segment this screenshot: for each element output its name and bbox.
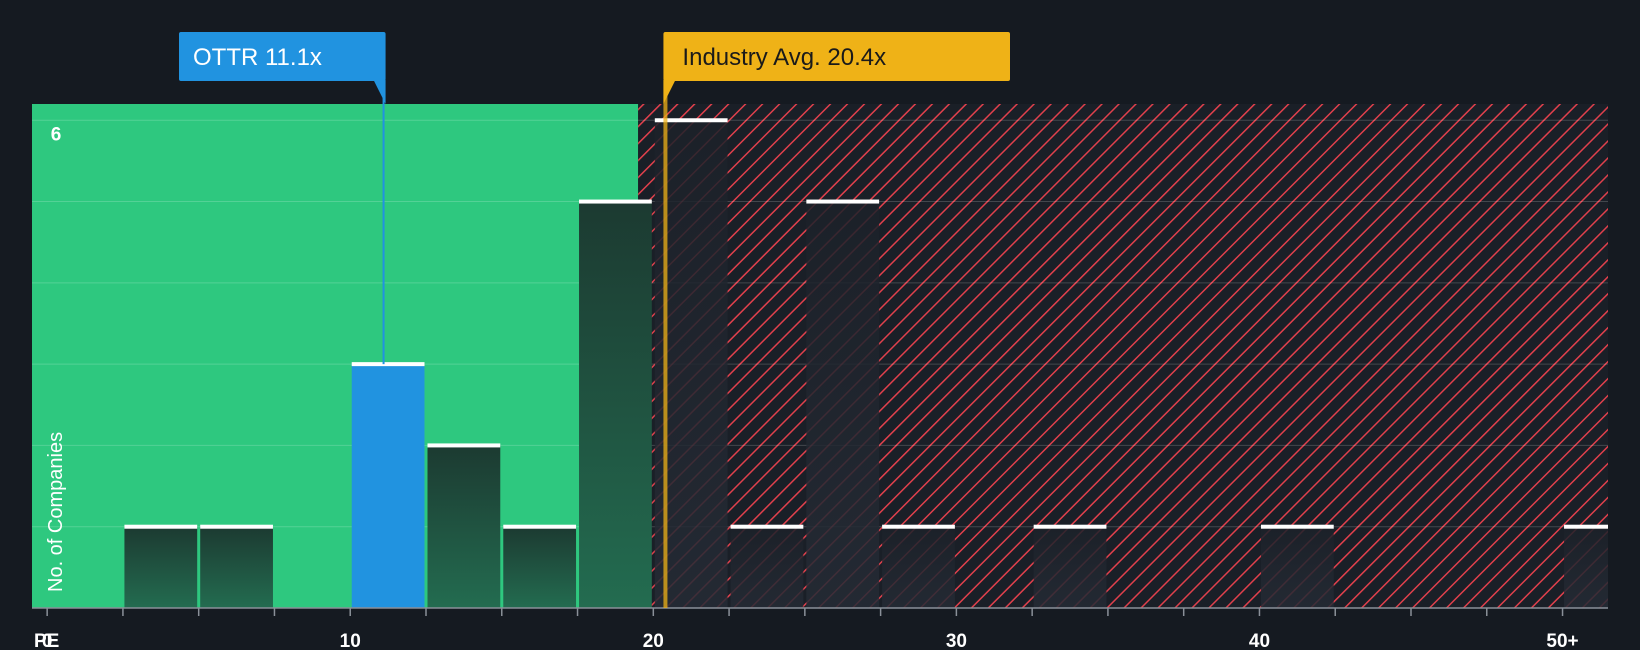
bar-cap [503, 524, 577, 529]
overvalued-zone [638, 104, 1608, 608]
histogram-bar [1033, 526, 1107, 608]
histogram-bar [806, 201, 880, 608]
undervalued-zone [32, 104, 639, 608]
bar-cap [427, 443, 501, 448]
x-tick-label: 0 [42, 631, 53, 650]
histogram-bar [124, 526, 198, 608]
company-callout-pointer [373, 80, 386, 104]
bar-cap [1033, 524, 1107, 529]
company-callout-label: OTTR 11.1x [193, 44, 322, 71]
y-axis-label: No. of Companies [45, 432, 67, 592]
x-tick-label: 40 [1249, 631, 1270, 650]
company-bar [351, 364, 425, 608]
bar-cap [882, 524, 955, 529]
industry-callout-pointer [663, 80, 676, 104]
x-tick-label: 10 [340, 631, 361, 650]
y-tick-label: 6 [51, 124, 62, 145]
bar-cap [654, 118, 728, 123]
bar-cap [730, 524, 804, 529]
histogram-bar [882, 526, 955, 608]
x-tick-label: 30 [946, 631, 967, 650]
histogram-bar [503, 526, 577, 608]
bar-cap [351, 362, 425, 367]
x-axis-label: PE [34, 631, 59, 650]
histogram-bar [200, 526, 273, 608]
industry-callout-label: Industry Avg. 20.4x [682, 44, 886, 71]
x-tick-label: 20 [643, 631, 664, 650]
bar-cap [200, 524, 273, 529]
histogram-bar [1260, 526, 1334, 608]
bar-cap [1564, 524, 1608, 529]
industry-marker-line [663, 80, 668, 608]
industry-callout-box [663, 32, 1010, 81]
bar-cap [579, 199, 652, 204]
histogram-bar [730, 526, 804, 608]
histogram-bar [579, 201, 652, 608]
bar-cap [124, 524, 198, 529]
histogram-bar [427, 445, 501, 608]
bar-cap [806, 199, 880, 204]
histogram-bar [1564, 526, 1608, 608]
company-callout-box [179, 32, 386, 81]
x-tick-label: 50+ [1546, 631, 1578, 650]
bar-cap [1260, 524, 1334, 529]
